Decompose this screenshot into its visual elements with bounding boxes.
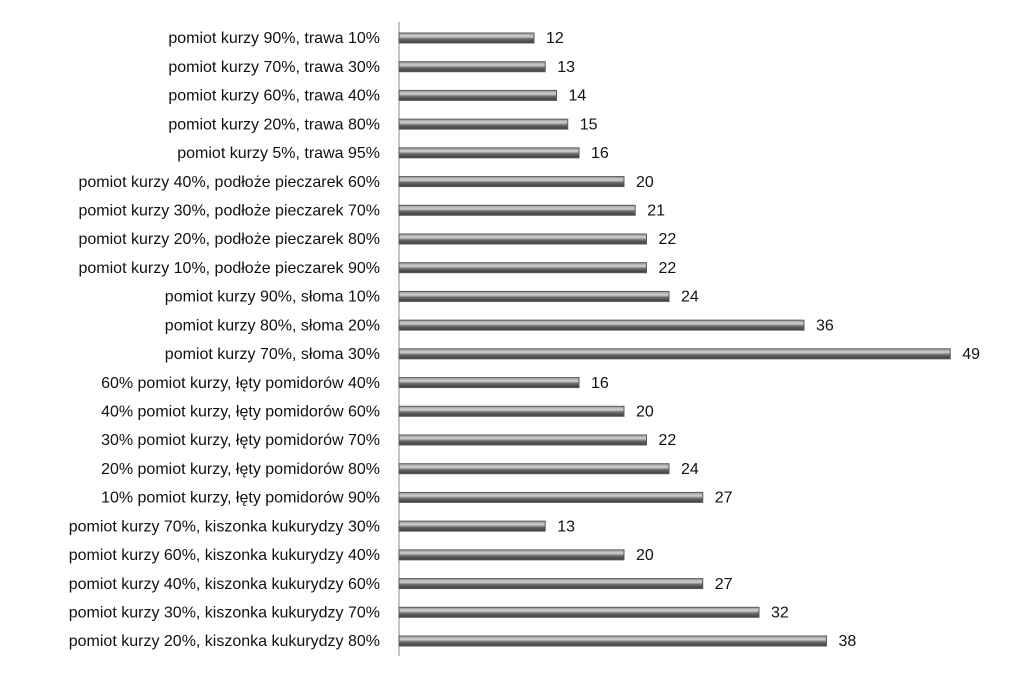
category-label: pomiot kurzy 40%, podłoże pieczarek 60% <box>79 174 381 191</box>
value-label: 24 <box>681 289 699 306</box>
bar <box>398 147 580 159</box>
value-label: 22 <box>659 231 677 248</box>
bar <box>398 319 805 331</box>
category-label: pomiot kurzy 90%, trawa 10% <box>168 30 380 47</box>
bar <box>398 635 827 647</box>
category-label: pomiot kurzy 90%, słoma 10% <box>165 289 380 306</box>
category-label: pomiot kurzy 30%, kiszonka kukurydzy 70% <box>69 605 380 622</box>
value-label: 16 <box>591 375 609 392</box>
bar <box>398 262 647 274</box>
category-label: pomiot kurzy 20%, trawa 80% <box>168 116 380 133</box>
bar <box>398 290 670 302</box>
category-label: 40% pomiot kurzy, łęty pomidorów 60% <box>101 404 380 421</box>
bar <box>398 204 636 216</box>
value-label: 38 <box>839 633 857 650</box>
value-label: 21 <box>647 203 665 220</box>
bar <box>398 549 625 561</box>
value-label: 15 <box>580 116 598 133</box>
category-label: pomiot kurzy 70%, słoma 30% <box>165 346 380 363</box>
bar <box>398 405 625 417</box>
value-label: 32 <box>771 605 789 622</box>
category-label: 20% pomiot kurzy, łęty pomidorów 80% <box>101 461 380 478</box>
category-label: pomiot kurzy 20%, kiszonka kukurydzy 80% <box>69 633 380 650</box>
value-label: 36 <box>816 317 834 334</box>
category-label: pomiot kurzy 80%, słoma 20% <box>165 317 380 334</box>
bar <box>398 463 670 475</box>
category-label: pomiot kurzy 10%, podłoże pieczarek 90% <box>79 260 381 277</box>
bar <box>398 176 625 188</box>
value-label: 20 <box>636 547 654 564</box>
category-label: pomiot kurzy 70%, trawa 30% <box>168 59 380 76</box>
value-label: 13 <box>557 59 575 76</box>
bar <box>398 606 760 618</box>
category-label: pomiot kurzy 40%, kiszonka kukurydzy 60% <box>69 576 380 593</box>
value-label: 24 <box>681 461 699 478</box>
bar <box>398 61 546 73</box>
category-label: pomiot kurzy 20%, podłoże pieczarek 80% <box>79 231 381 248</box>
category-label: pomiot kurzy 30%, podłoże pieczarek 70% <box>79 203 381 220</box>
value-label: 22 <box>659 260 677 277</box>
bar <box>398 118 569 130</box>
category-label: pomiot kurzy 60%, trawa 40% <box>168 88 380 105</box>
bar <box>398 434 647 446</box>
category-label: pomiot kurzy 70%, kiszonka kukurydzy 30% <box>69 518 380 535</box>
value-label: 13 <box>557 518 575 535</box>
value-label: 12 <box>546 30 564 47</box>
category-label: 30% pomiot kurzy, łęty pomidorów 70% <box>101 432 380 449</box>
value-label: 20 <box>636 174 654 191</box>
bar <box>398 578 704 590</box>
value-label: 20 <box>636 404 654 421</box>
bar <box>398 348 951 360</box>
category-label: 10% pomiot kurzy, łęty pomidorów 90% <box>101 490 380 507</box>
category-label: 60% pomiot kurzy, łęty pomidorów 40% <box>101 375 380 392</box>
value-label: 14 <box>569 88 587 105</box>
value-label: 22 <box>659 432 677 449</box>
bar <box>398 491 704 503</box>
bar <box>398 89 557 101</box>
value-label: 27 <box>715 490 733 507</box>
value-label: 27 <box>715 576 733 593</box>
bar <box>398 520 546 532</box>
category-label: pomiot kurzy 60%, kiszonka kukurydzy 40% <box>69 547 380 564</box>
value-label: 49 <box>962 346 980 363</box>
bar <box>398 377 580 389</box>
bar <box>398 32 535 44</box>
bar <box>398 233 647 245</box>
value-label: 16 <box>591 145 609 162</box>
category-label: pomiot kurzy 5%, trawa 95% <box>177 145 380 162</box>
